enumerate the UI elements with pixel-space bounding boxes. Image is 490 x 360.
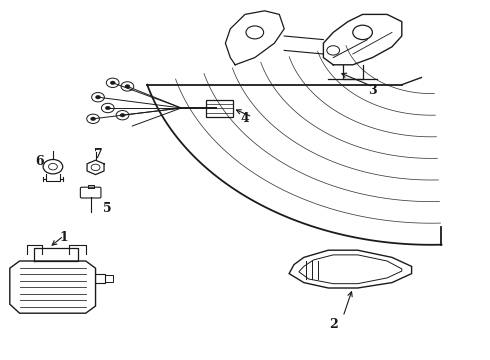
Circle shape	[91, 117, 96, 121]
Circle shape	[110, 81, 115, 85]
Circle shape	[96, 95, 100, 99]
Circle shape	[105, 106, 110, 110]
Text: 2: 2	[329, 318, 338, 330]
Text: 1: 1	[59, 231, 68, 244]
Circle shape	[120, 113, 125, 117]
Text: 7: 7	[94, 148, 102, 161]
Circle shape	[125, 85, 130, 88]
Text: 5: 5	[103, 202, 112, 215]
Text: 3: 3	[368, 84, 377, 96]
Text: 6: 6	[35, 156, 44, 168]
Text: 4: 4	[241, 112, 249, 125]
